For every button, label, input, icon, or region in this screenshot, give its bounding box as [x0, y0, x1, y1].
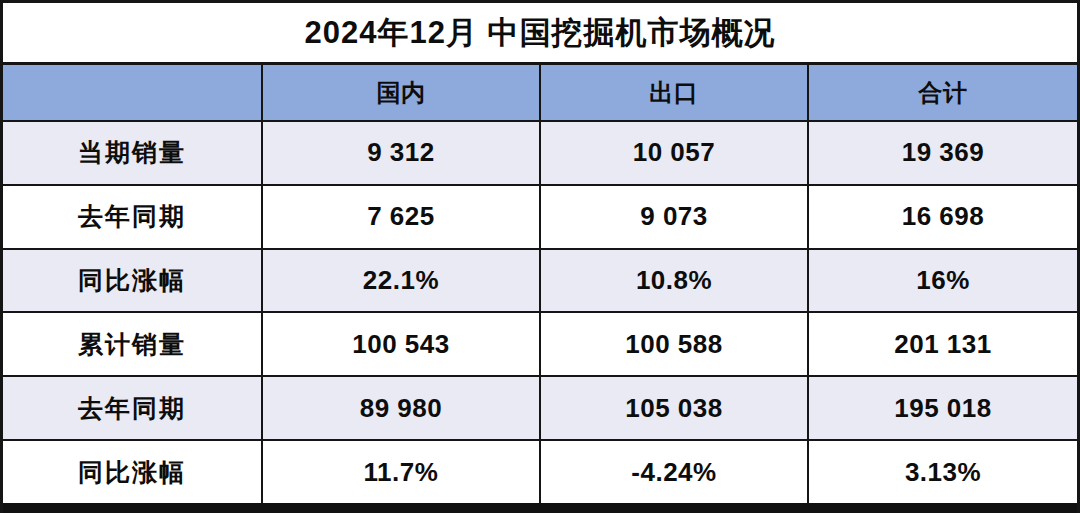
data-grid: 国内 出口 合计 当期销量 9 312 10 057 19 369 去年同期 7… [3, 65, 1077, 503]
col-header-export: 出口 [541, 65, 807, 120]
cell-yoy-total: 16% [809, 250, 1077, 312]
cell-cumulative-yoy-total: 3.13% [809, 441, 1077, 503]
cell-cumulative-yoy-export: -4.24% [541, 441, 807, 503]
cell-cumulative-total: 201 131 [809, 313, 1077, 375]
cell-current-sales-domestic: 9 312 [263, 122, 539, 184]
cell-cumulative-last-year-domestic: 89 980 [263, 377, 539, 439]
bottom-border [3, 503, 1077, 513]
row-label-cumulative-last-year: 去年同期 [3, 377, 261, 439]
row-label-last-year-same-period: 去年同期 [3, 186, 261, 248]
row-label-cumulative-sales: 累计销量 [3, 313, 261, 375]
cell-last-year-export: 9 073 [541, 186, 807, 248]
cell-cumulative-domestic: 100 543 [263, 313, 539, 375]
cell-last-year-domestic: 7 625 [263, 186, 539, 248]
corner-cell [3, 65, 261, 120]
col-header-total: 合计 [809, 65, 1077, 120]
cell-current-sales-export: 10 057 [541, 122, 807, 184]
row-label-yoy-change: 同比涨幅 [3, 250, 261, 312]
cell-cumulative-export: 100 588 [541, 313, 807, 375]
row-label-current-sales: 当期销量 [3, 122, 261, 184]
cell-yoy-domestic: 22.1% [263, 250, 539, 312]
col-header-domestic: 国内 [263, 65, 539, 120]
excavator-market-table: 2024年12月 中国挖掘机市场概况 国内 出口 合计 当期销量 9 312 1… [0, 0, 1080, 513]
table-title: 2024年12月 中国挖掘机市场概况 [3, 3, 1077, 65]
cell-cumulative-last-year-total: 195 018 [809, 377, 1077, 439]
cell-cumulative-yoy-domestic: 11.7% [263, 441, 539, 503]
row-label-cumulative-yoy-change: 同比涨幅 [3, 441, 261, 503]
cell-yoy-export: 10.8% [541, 250, 807, 312]
cell-cumulative-last-year-export: 105 038 [541, 377, 807, 439]
cell-current-sales-total: 19 369 [809, 122, 1077, 184]
cell-last-year-total: 16 698 [809, 186, 1077, 248]
